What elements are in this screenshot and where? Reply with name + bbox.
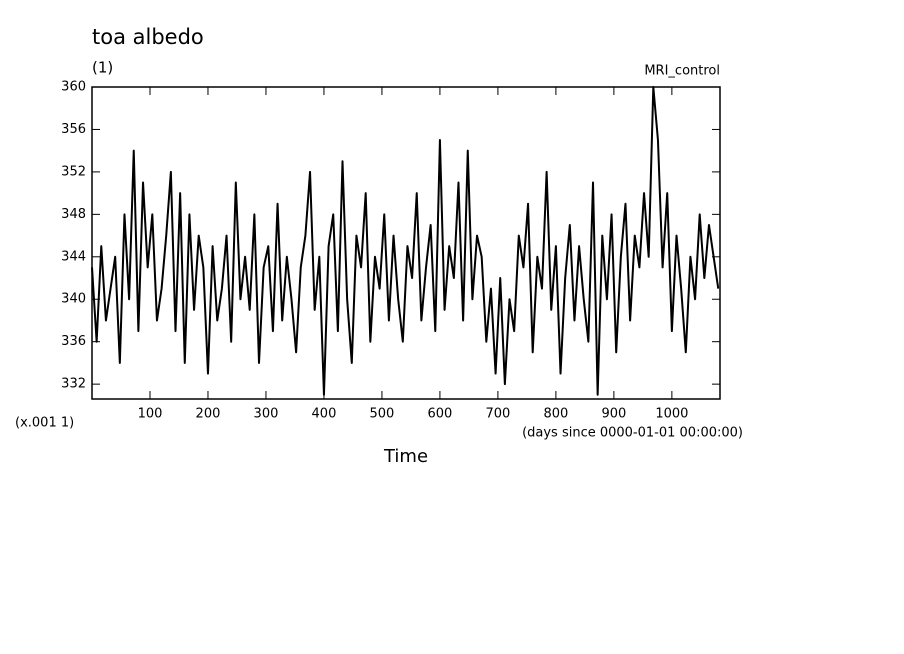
y-tick-label: 332 [61,377,86,392]
y-tick-label: 360 [61,80,86,95]
x-units-label: (days since 0000-01-01 00:00:00) [522,426,743,441]
x-tick-label: 600 [428,407,453,422]
y-tick-label: 340 [61,292,86,307]
x-tick-label: 700 [485,407,510,422]
x-tick-label: 1000 [655,407,688,422]
x-tick-label: 300 [254,407,279,422]
x-tick-label: 400 [312,407,337,422]
x-tick-label: 900 [601,407,626,422]
y-tick-label: 352 [61,164,86,179]
y-tick-label: 348 [61,207,86,222]
x-axis-label: Time [383,446,428,467]
chart-title: toa albedo [92,25,204,49]
units-label: (1) [92,59,113,77]
y-tick-label: 344 [61,249,86,264]
plot-frame [91,86,721,400]
x-tick-label: 500 [370,407,395,422]
x-tick-label: 800 [543,407,568,422]
y-tick-label: 336 [61,334,86,349]
series-line [91,86,720,396]
subtitle: MRI_control [644,64,720,79]
x-tick-label: 200 [196,407,221,422]
y-tick-label: 356 [61,122,86,137]
x-tick-label: 100 [138,407,163,422]
y-scale-label: (x.001 1) [15,416,74,431]
